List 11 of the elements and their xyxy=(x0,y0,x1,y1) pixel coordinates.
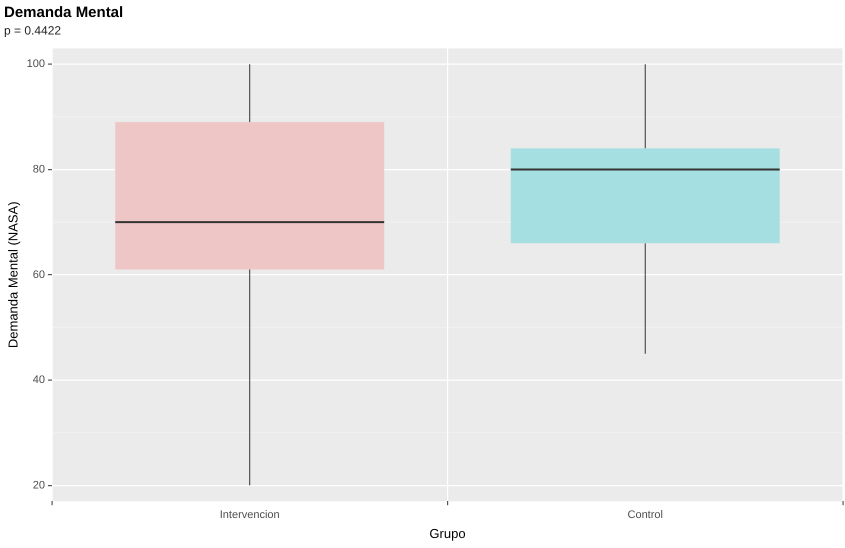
y-axis-title: Demanda Mental (NASA) xyxy=(5,201,20,348)
x-tick-label: Intervencion xyxy=(220,508,280,521)
x-axis-title: Grupo xyxy=(429,526,466,541)
y-tick-label: 40 xyxy=(32,374,45,386)
y-tick-label: 20 xyxy=(32,479,45,492)
chart-title: Demanda Mental xyxy=(4,4,124,22)
x-tick-label: Control xyxy=(628,508,663,521)
chart-subtitle: p = 0.4422 xyxy=(4,24,62,38)
y-tick-label: 60 xyxy=(32,268,45,281)
y-tick-label: 100 xyxy=(26,58,45,70)
y-tick-label: 80 xyxy=(32,164,45,176)
